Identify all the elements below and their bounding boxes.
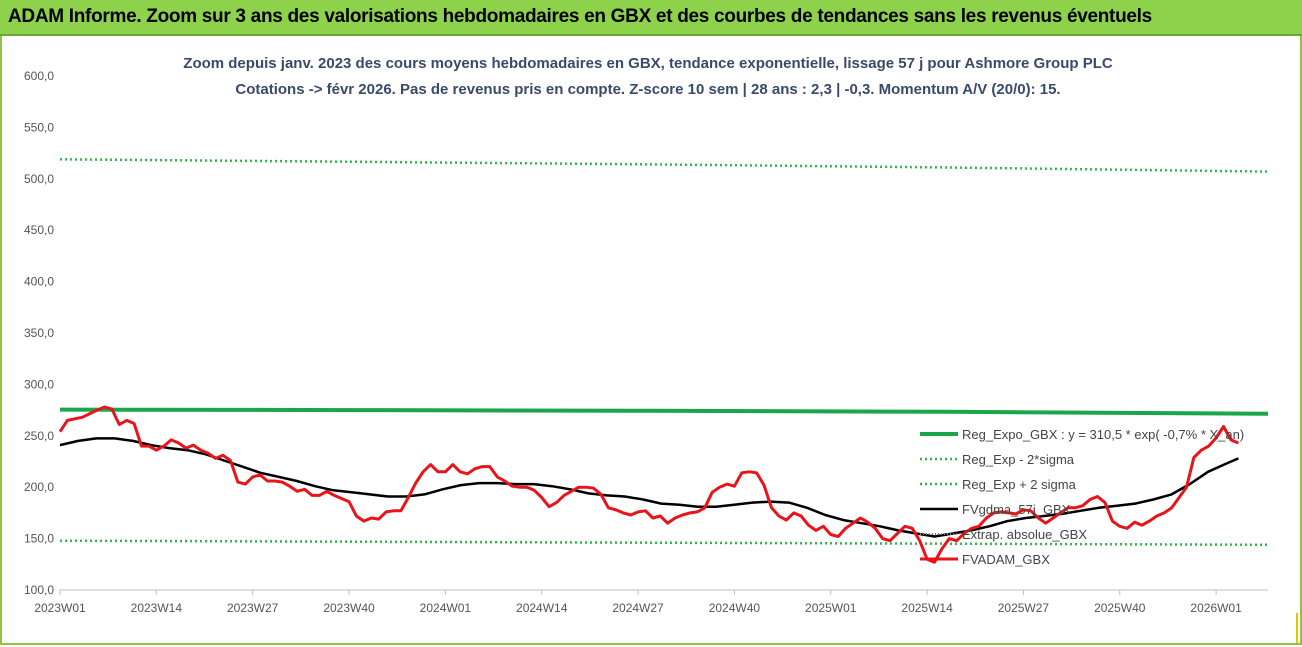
x-tick-label: 2023W01 [34,601,86,615]
y-tick-label: 150,0 [24,532,54,546]
chart-title-line1: Zoom depuis janv. 2023 des cours moyens … [183,55,1113,72]
legend-label: Reg_Exp - 2*sigma [962,452,1075,467]
x-tick-label: 2024W27 [612,601,664,615]
y-tick-label: 600,0 [24,69,54,83]
y-tick-label: 100,0 [24,583,54,597]
legend-label: Reg_Expo_GBX : y = 310,5 * exp( -0,7% * … [962,427,1244,442]
upper-sigma-line [59,158,1269,173]
legend-label: Extrap. absolue_GBX [962,527,1087,542]
fv-gdma-line [59,437,1239,538]
regression-line [59,407,1269,416]
y-tick-label: 200,0 [24,480,54,494]
x-tick-label: 2025W40 [1094,601,1146,615]
chart-title-line2: Cotations -> févr 2026. Pas de revenus p… [235,81,1060,98]
report-title: ADAM Informe. Zoom sur 3 ans des valoris… [8,6,1152,27]
x-tick-label: 2023W40 [323,601,375,615]
y-tick-label: 450,0 [24,223,54,237]
x-tick-label: 2025W01 [805,601,857,615]
y-tick-label: 400,0 [24,275,54,289]
x-tick-label: 2024W40 [709,601,761,615]
x-tick-label: 2025W27 [998,601,1050,615]
x-tick-label: 2025W14 [901,601,953,615]
x-tick-label: 2024W01 [420,601,472,615]
y-tick-label: 500,0 [24,172,54,186]
x-tick-label: 2023W14 [131,601,183,615]
y-tick-label: 300,0 [24,377,54,391]
legend-label: FVgdma_57j_GBX [962,502,1071,517]
y-tick-label: 350,0 [24,326,54,340]
legend-label: Reg_Exp + 2 sigma [962,477,1077,492]
lower-sigma-line [59,539,1269,547]
y-tick-label: 550,0 [24,120,54,134]
corner-decoration [1288,613,1298,643]
legend-label: FVADAM_GBX [962,552,1050,567]
x-tick-label: 2024W14 [516,601,568,615]
header-bar: ADAM Informe. Zoom sur 3 ans des valoris… [0,0,1302,36]
fvadam-line [58,405,1239,564]
x-tick-label: 2026W01 [1190,601,1242,615]
y-tick-label: 250,0 [24,429,54,443]
x-tick-label: 2023W27 [227,601,279,615]
